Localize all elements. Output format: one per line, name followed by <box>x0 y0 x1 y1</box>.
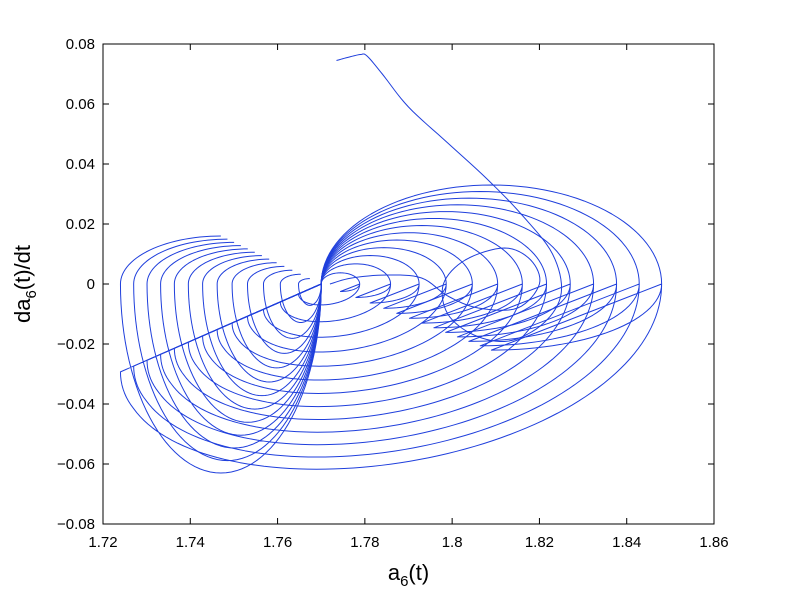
x-axis-label-base: a <box>388 560 401 585</box>
x-axis-label-rest: (t) <box>408 560 429 585</box>
trajectory-loop <box>216 232 499 383</box>
x-axis-label-subscript: 6 <box>400 573 408 590</box>
x-tick-label: 1.76 <box>263 534 292 551</box>
x-tick-label: 1.82 <box>525 534 554 551</box>
y-tick-label: −0.08 <box>57 516 95 533</box>
trajectory-loop <box>146 197 618 449</box>
y-tick-label: 0.04 <box>66 156 95 173</box>
trajectory-loop <box>173 211 571 423</box>
trajectory-loop <box>202 225 523 397</box>
x-tick-label: 1.8 <box>442 534 463 551</box>
trajectory-loop <box>298 272 361 306</box>
trajectory-loop <box>160 204 595 436</box>
y-axis-label-pre: da <box>10 298 35 323</box>
y-tick-label: 0.08 <box>66 36 95 53</box>
y-tick-label: −0.06 <box>57 456 95 473</box>
y-tick-label: 0 <box>87 276 95 293</box>
y-axis-label-subscript: 6 <box>23 290 40 298</box>
trajectory-loop <box>231 239 473 369</box>
x-tick-label: 1.72 <box>88 534 117 551</box>
trajectory-loop <box>187 217 548 410</box>
trajectory-loop <box>119 184 663 474</box>
trajectory-loop <box>247 247 447 354</box>
x-tick-label: 1.86 <box>699 534 728 551</box>
y-axis-label-rest: (t)/dt <box>10 245 35 290</box>
x-tick-label: 1.74 <box>176 534 205 551</box>
trajectory-loop <box>133 191 640 462</box>
x-tick-label: 1.84 <box>612 534 641 551</box>
trajectory-transient <box>329 53 563 343</box>
x-tick-label: 1.78 <box>350 534 379 551</box>
y-tick-label: 0.06 <box>66 96 95 113</box>
x-axis-label: a6(t) <box>388 560 429 590</box>
y-axis-label: da6(t)/dt <box>10 245 40 323</box>
y-tick-label: 0.02 <box>66 216 95 233</box>
y-axis-ticks: −0.08 −0.06 −0.04 −0.02 0 0.02 0.04 0.06 0.08 <box>57 36 714 533</box>
y-tick-label: −0.02 <box>57 336 95 353</box>
trajectory-loop <box>279 263 392 323</box>
trajectory-series <box>119 53 663 474</box>
trajectory-loop <box>262 255 420 339</box>
y-tick-label: −0.04 <box>57 396 95 413</box>
x-axis-ticks: 1.72 1.74 1.76 1.78 1.8 1.82 1.84 1.86 <box>88 44 729 551</box>
